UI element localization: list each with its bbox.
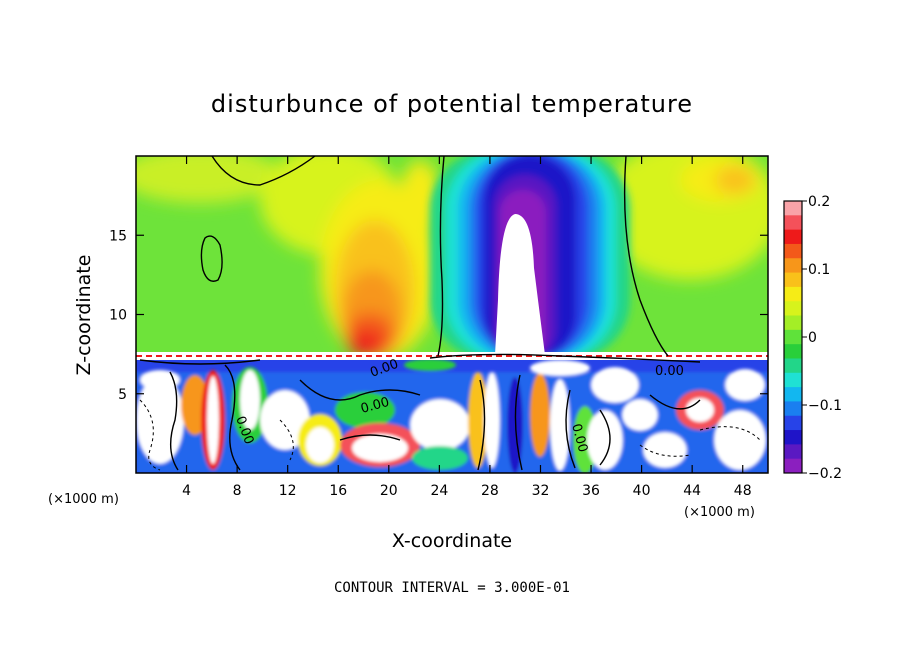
x-tick-label: 4	[182, 483, 191, 499]
x-unit-right: (×1000 m)	[684, 505, 755, 520]
contour-label: 0.00	[655, 364, 684, 379]
x-tick-label: 40	[633, 483, 651, 499]
colorbar-tick-label: −0.2	[808, 466, 842, 482]
x-tick-label: 48	[734, 483, 752, 499]
x-unit-left: (×1000 m)	[48, 492, 119, 507]
y-tick-label: 10	[109, 308, 127, 324]
colorbar-swatch	[784, 272, 802, 288]
colorbar-swatch	[784, 415, 802, 431]
colorbar-swatch	[784, 243, 802, 259]
x-tick-label: 28	[481, 483, 499, 499]
colorbar-swatch	[784, 215, 802, 231]
colorbar-swatch	[784, 286, 802, 302]
colorbar: 0.2 0.1 0 −0.1 −0.2	[783, 194, 842, 482]
lower-field	[136, 352, 768, 473]
x-tick-label: 44	[683, 483, 701, 499]
colorbar-swatch	[784, 301, 802, 317]
contour-lines	[139, 156, 701, 471]
contour-interval-footer: CONTOUR INTERVAL = 3.000E-01	[334, 580, 570, 596]
colorbar-swatch	[784, 344, 802, 359]
dashed-contours	[139, 399, 761, 471]
upper-field	[136, 156, 768, 360]
contour-label: 0.00	[359, 395, 391, 417]
colorbar-swatch	[784, 201, 802, 216]
x-axis: 4 8 12 16 20 24 28 32 36 40 44 48	[182, 156, 752, 499]
colorbar-swatch	[784, 372, 802, 388]
y-axis: 5 10 15	[109, 228, 768, 403]
contour-label: 0.00	[568, 422, 590, 454]
colorbar-tick-label: 0.2	[808, 194, 830, 210]
y-axis-label: Z-coordinate	[73, 255, 95, 376]
colorbar-swatch	[784, 315, 802, 331]
colorbar-swatch	[784, 444, 802, 460]
colorbar-tick-label: −0.1	[808, 398, 842, 414]
chart-title: disturbunce of potential temperature	[211, 90, 693, 118]
x-tick-label: 24	[430, 483, 448, 499]
colorbar-swatch	[784, 329, 802, 345]
x-tick-label: 12	[279, 483, 297, 499]
colorbar-swatch	[784, 229, 802, 245]
colorbar-swatch	[784, 387, 802, 402]
colorbar-swatch	[784, 358, 802, 374]
heatmap-field: 0.00 0.00 0.00 0.00 0.00	[136, 156, 768, 473]
colorbar-swatch	[784, 430, 802, 445]
colorbar-tick-label: 0.1	[808, 262, 830, 278]
y-tick-label: 15	[109, 228, 127, 244]
x-tick-label: 20	[380, 483, 398, 499]
x-tick-label: 32	[532, 483, 550, 499]
colorbar-swatch	[784, 401, 802, 417]
colorbar-swatch	[784, 458, 802, 474]
y-tick-label: 5	[118, 387, 127, 403]
x-tick-label: 36	[582, 483, 600, 499]
x-tick-label: 8	[233, 483, 242, 499]
colorbar-swatch	[784, 258, 802, 274]
x-tick-label: 16	[329, 483, 347, 499]
colorbar-tick-label: 0	[808, 330, 817, 346]
x-axis-label: X-coordinate	[392, 530, 512, 552]
